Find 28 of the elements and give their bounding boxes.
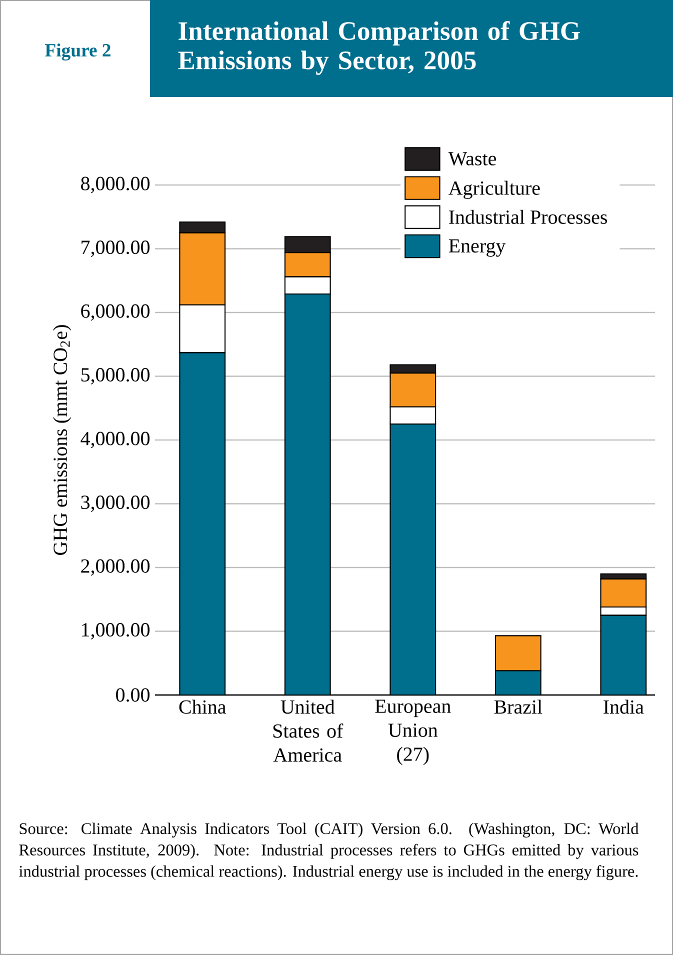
bar [284, 293, 331, 695]
x-tick-label: India [604, 700, 644, 714]
y-tick-label: 4,000.00 [80, 432, 150, 448]
y-tick-label: 7,000.00 [82, 240, 150, 257]
x-tick-label: China [179, 700, 226, 714]
y-axis-title: GHG emissions (mmt CO$_{2}$e) [53, 325, 72, 555]
caption: Figure 2 [45, 43, 110, 61]
y-tick-label: 3,000.00 [81, 496, 150, 512]
bar [390, 424, 436, 695]
legend-label: Waste [448, 152, 496, 166]
y-tick-label: 0.00 [116, 688, 150, 702]
x-tick-label: United States of America [273, 700, 344, 762]
legend-label: Industrial Processes [449, 210, 607, 224]
x-tick-label: Brazil [494, 700, 542, 714]
legend-label: Agriculture [448, 180, 540, 199]
y-tick-label: 6,000.00 [81, 304, 150, 321]
y-tick-label: 1,000.00 [82, 623, 150, 640]
legend-label: Energy [448, 239, 506, 257]
y-tick-label: 2,000.00 [81, 559, 150, 576]
bar [179, 352, 226, 695]
bar [494, 635, 542, 672]
bar [600, 614, 647, 695]
bar [494, 670, 542, 695]
y-tick-label: 8,000.00 [81, 176, 150, 194]
chart-title: International Comparison of GHG Emissions by Sector, 2005 [178, 21, 580, 75]
x-tick-label: European Union (27) [375, 700, 451, 766]
y-tick-label: 5,000.00 [81, 368, 150, 384]
source-note: Source: Climate Analysis Indicators Tool (CAIT) Version 6.0. (Washington, DC: World Resources Institute, 2009). Note: Industrial processes refers to GHGs emitted by various industrial processes (chemical reactions). Industrial energy use is included in the energy figure. [19, 822, 639, 880]
